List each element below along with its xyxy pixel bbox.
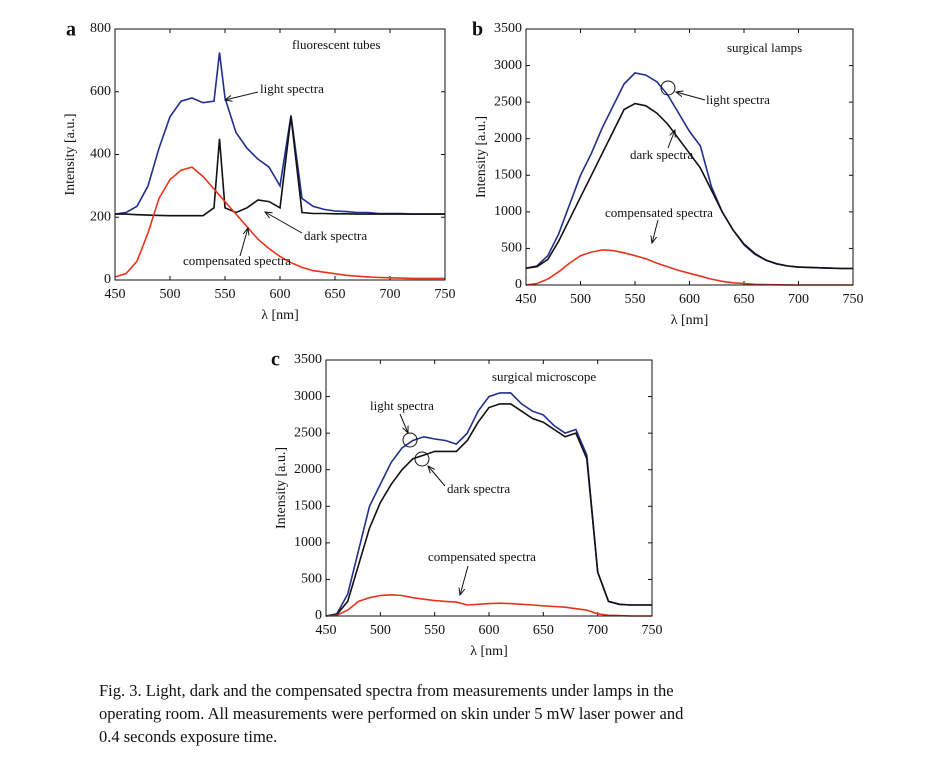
annotation-arrow <box>225 91 259 100</box>
y-tick-label: 2500 <box>494 94 522 109</box>
annotation: fluorescent tubes <box>292 37 380 52</box>
annotation-arrow <box>676 92 706 101</box>
y-tick-label: 200 <box>90 209 111 224</box>
annotation: light spectra <box>370 398 434 413</box>
y-tick-label: 500 <box>301 572 322 587</box>
spectrum-line <box>115 116 445 217</box>
y-tick-label: 800 <box>90 21 111 36</box>
x-tick-label: 450 <box>105 287 126 302</box>
annotation: light spectra <box>260 81 324 96</box>
x-tick-label: 750 <box>843 292 864 307</box>
y-tick-label: 1500 <box>294 499 322 514</box>
spectrum-line <box>325 403 652 617</box>
caption-line: operating room. All measurements were pe… <box>99 704 684 723</box>
annotation-arrow <box>652 219 659 243</box>
x-tick-label: 750 <box>435 287 456 302</box>
x-tick-label: 700 <box>788 292 809 307</box>
plot-frame <box>325 359 653 617</box>
annotation: compensated spectra <box>428 549 536 564</box>
annotation-arrow <box>460 565 469 595</box>
panel-label: b <box>472 19 483 41</box>
annotation: surgical microscope <box>492 369 596 384</box>
spectrum-line <box>525 72 853 270</box>
x-axis-label: λ [nm] <box>671 313 709 328</box>
annotation: dark spectra <box>630 147 693 162</box>
x-tick-label: 750 <box>642 623 663 638</box>
x-tick-label: 550 <box>215 287 236 302</box>
y-axis-label: Intensity [a.u.] <box>63 113 78 195</box>
y-tick-label: 3500 <box>494 21 522 36</box>
x-tick-label: 550 <box>424 623 445 638</box>
x-tick-label: 500 <box>160 287 181 302</box>
panel-label: a <box>66 19 76 41</box>
y-tick-label: 0 <box>515 277 522 292</box>
x-tick-label: 650 <box>325 287 346 302</box>
y-axis-label: Intensity [a.u.] <box>474 116 489 198</box>
annotation-arrow <box>239 228 248 257</box>
annotation: compensated spectra <box>183 253 291 268</box>
annotation: light spectra <box>706 92 770 107</box>
x-axis-label: λ [nm] <box>470 644 508 659</box>
plot-frame <box>525 28 854 286</box>
x-tick-label: 450 <box>516 292 537 307</box>
spectrum-line <box>325 392 652 617</box>
caption-line: 0.4 seconds exposure time. <box>99 727 277 746</box>
x-tick-label: 700 <box>587 623 608 638</box>
y-axis-label: Intensity [a.u.] <box>274 447 289 529</box>
x-tick-label: 500 <box>370 623 391 638</box>
y-tick-label: 0 <box>315 608 322 623</box>
spectrum-line <box>114 166 445 280</box>
x-tick-label: 500 <box>570 292 591 307</box>
x-tick-label: 450 <box>316 623 337 638</box>
y-tick-label: 2500 <box>294 425 322 440</box>
annotation-circle <box>660 80 676 96</box>
panel-label: c <box>271 349 280 371</box>
x-tick-label: 650 <box>734 292 755 307</box>
y-tick-label: 0 <box>104 272 111 287</box>
annotation-arrow <box>667 130 675 149</box>
annotation: compensated spectra <box>605 205 713 220</box>
x-tick-label: 600 <box>270 287 291 302</box>
y-tick-label: 400 <box>90 147 111 162</box>
spectrum-line <box>525 102 853 270</box>
caption-line: Fig. 3. Light, dark and the compensated … <box>99 681 674 700</box>
annotation-circle <box>414 451 430 467</box>
y-tick-label: 1000 <box>294 535 322 550</box>
spectrum-line <box>325 593 652 617</box>
x-tick-label: 700 <box>380 287 401 302</box>
annotation-arrow <box>265 212 303 234</box>
plot-frame <box>114 28 446 281</box>
y-tick-label: 2000 <box>294 462 322 477</box>
y-tick-label: 1500 <box>494 168 522 183</box>
annotation-arrow <box>428 466 446 487</box>
annotation-arrow <box>399 413 408 433</box>
y-tick-label: 600 <box>90 84 111 99</box>
y-tick-label: 3000 <box>494 58 522 73</box>
y-tick-label: 2000 <box>494 131 522 146</box>
x-tick-label: 550 <box>625 292 646 307</box>
x-axis-label: λ [nm] <box>261 308 299 323</box>
annotation: dark spectra <box>447 481 510 496</box>
y-tick-label: 3000 <box>294 389 322 404</box>
y-tick-label: 3500 <box>294 352 322 367</box>
annotation-circle <box>402 432 418 448</box>
y-tick-label: 1000 <box>494 204 522 219</box>
x-tick-label: 600 <box>679 292 700 307</box>
y-tick-label: 500 <box>501 241 522 256</box>
x-tick-label: 650 <box>533 623 554 638</box>
annotation: surgical lamps <box>727 40 802 55</box>
annotation: dark spectra <box>304 228 367 243</box>
x-tick-label: 600 <box>479 623 500 638</box>
